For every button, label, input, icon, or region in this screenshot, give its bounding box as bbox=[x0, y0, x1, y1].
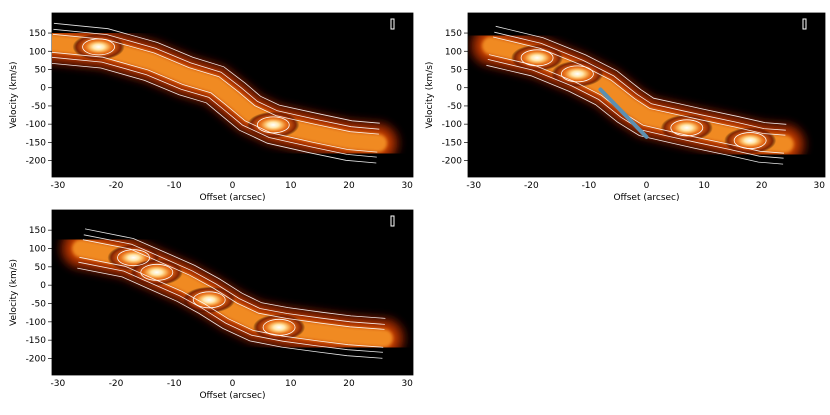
x-tick-label: -20 bbox=[109, 181, 124, 191]
x-axis-title: Offset (arcsec) bbox=[199, 193, 265, 203]
emission-map bbox=[59, 226, 406, 361]
x-tick-label: 30 bbox=[401, 181, 413, 191]
y-tick-label: -200 bbox=[442, 157, 463, 167]
contour-peak bbox=[520, 49, 554, 67]
contour-peak bbox=[256, 116, 290, 134]
x-tick-label: 30 bbox=[814, 181, 826, 191]
contour-line bbox=[494, 31, 786, 131]
emission-map bbox=[52, 21, 401, 166]
contour-peak bbox=[733, 132, 767, 149]
x-tick-label: -20 bbox=[109, 379, 124, 389]
contour-peak bbox=[262, 318, 296, 336]
y-tick-label: -150 bbox=[26, 336, 47, 346]
x-tick-label: 10 bbox=[285, 379, 297, 389]
contour-line bbox=[53, 22, 380, 124]
contour-line bbox=[79, 256, 384, 348]
x-tick-label: 20 bbox=[343, 181, 355, 191]
emission-peak bbox=[738, 134, 763, 147]
emission-core bbox=[52, 34, 388, 153]
y-tick-label: 100 bbox=[29, 47, 46, 57]
y-tick-label: -100 bbox=[442, 120, 463, 130]
contour-line bbox=[84, 228, 386, 319]
contour-line bbox=[52, 33, 379, 135]
x-tick-label: -30 bbox=[50, 181, 65, 191]
y-tick-label: -200 bbox=[26, 355, 47, 365]
contour-peak bbox=[192, 291, 226, 309]
y-axis-title: Velocity (km/s) bbox=[9, 259, 19, 326]
x-tick-label: 20 bbox=[343, 379, 355, 389]
y-tick-label: 150 bbox=[29, 29, 46, 39]
x-tick-label: 0 bbox=[230, 379, 236, 389]
chart-panel-top-left: -30 -20 -10 0 10 20 30150100500-50-100-150-200… bbox=[9, 12, 414, 203]
contour-line bbox=[77, 267, 383, 359]
y-tick-label: 0 bbox=[456, 84, 462, 94]
contour-peak bbox=[117, 249, 150, 267]
contour-peak bbox=[140, 263, 174, 281]
y-tick-label: -100 bbox=[26, 318, 47, 328]
x-tick-label: -10 bbox=[167, 379, 182, 389]
emission-peak bbox=[565, 67, 590, 80]
beam-marker bbox=[390, 215, 395, 227]
x-tick-label: 0 bbox=[644, 181, 650, 191]
y-tick-label: -200 bbox=[26, 157, 47, 167]
y-tick-label: 100 bbox=[445, 47, 462, 57]
y-tick-label: 50 bbox=[35, 263, 47, 273]
y-tick-label: 150 bbox=[445, 29, 462, 39]
x-tick-label: -10 bbox=[582, 181, 597, 191]
contour-line bbox=[52, 56, 377, 158]
emission-peak bbox=[121, 251, 146, 264]
emission-map bbox=[469, 23, 807, 167]
y-tick-label: -150 bbox=[26, 138, 47, 148]
x-tick-label: 30 bbox=[401, 379, 413, 389]
y-tick-label: 50 bbox=[451, 65, 463, 75]
y-tick-label: -100 bbox=[26, 120, 47, 130]
x-tick-label: -30 bbox=[50, 379, 65, 389]
chart-panel-bottom-left: -30 -20 -10 0 10 20 30150100500-50-100-150-200… bbox=[9, 209, 414, 401]
y-tick-label: -50 bbox=[447, 102, 462, 112]
emission-peak bbox=[86, 40, 111, 53]
chart-panel-top-right: -30 -20 -10 0 10 20 30150100500-50-100-150-200… bbox=[425, 12, 826, 203]
y-tick-label: -150 bbox=[442, 138, 463, 148]
contour-line bbox=[82, 239, 385, 330]
beam-marker bbox=[802, 18, 807, 30]
y-tick-label: 50 bbox=[35, 65, 47, 75]
emission-peak bbox=[261, 118, 286, 131]
x-axis-title: Offset (arcsec) bbox=[199, 391, 265, 401]
y-axis-title: Velocity (km/s) bbox=[9, 62, 19, 129]
contour-line bbox=[83, 234, 385, 325]
y-tick-label: 100 bbox=[29, 245, 46, 255]
contour-line bbox=[486, 64, 784, 165]
contour-line bbox=[493, 36, 786, 136]
emission-peak bbox=[674, 121, 699, 134]
y-tick-label: 0 bbox=[40, 84, 46, 94]
overlay-line bbox=[598, 87, 649, 139]
x-tick-label: 10 bbox=[698, 181, 710, 191]
contour-line bbox=[52, 51, 378, 153]
x-tick-label: 10 bbox=[285, 181, 297, 191]
contour-line bbox=[53, 28, 380, 130]
contour-peak bbox=[82, 38, 115, 56]
emission-peak bbox=[144, 266, 169, 279]
y-tick-label: -50 bbox=[31, 300, 46, 310]
x-tick-label: -10 bbox=[167, 181, 182, 191]
beam-marker bbox=[390, 18, 395, 30]
y-tick-label: -50 bbox=[31, 102, 46, 112]
contour-peak bbox=[670, 119, 704, 137]
x-tick-label: 20 bbox=[756, 181, 768, 191]
emission-peak bbox=[525, 51, 550, 64]
contour-line bbox=[52, 62, 377, 164]
y-axis-title: Velocity (km/s) bbox=[425, 62, 435, 129]
contour-peak bbox=[561, 65, 594, 83]
y-tick-label: 150 bbox=[29, 226, 46, 236]
emission-peak bbox=[267, 321, 292, 334]
x-axis-title: Offset (arcsec) bbox=[613, 193, 679, 203]
contour-line bbox=[495, 25, 787, 125]
x-tick-label: -30 bbox=[466, 181, 481, 191]
x-tick-label: 0 bbox=[230, 181, 236, 191]
contour-line bbox=[78, 261, 383, 353]
x-tick-label: -20 bbox=[524, 181, 539, 191]
y-tick-label: 0 bbox=[40, 281, 46, 291]
